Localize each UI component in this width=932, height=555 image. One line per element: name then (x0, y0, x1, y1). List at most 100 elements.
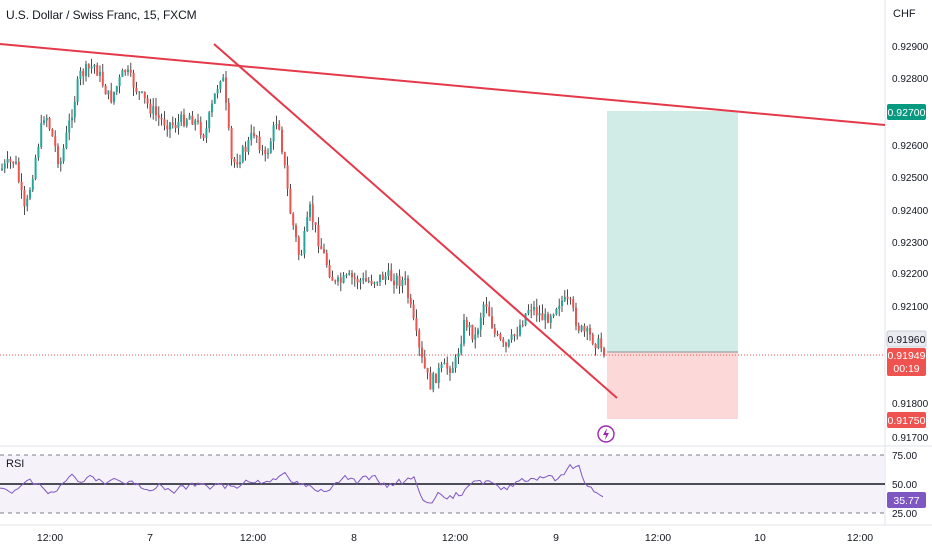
candle-body (415, 318, 418, 331)
candle-body (267, 153, 269, 155)
price-tick-label: 0.92600 (892, 141, 929, 152)
candle-body (34, 157, 37, 179)
candle-body (166, 125, 169, 130)
candle-body (149, 103, 152, 114)
candle-body (295, 225, 297, 238)
candle-body (376, 281, 379, 283)
candle-body (563, 296, 566, 301)
candle-body (513, 334, 516, 337)
candle-body (535, 306, 538, 316)
candle-body (493, 327, 496, 334)
candle-body (199, 121, 202, 136)
rsi-level-50: 50.00 (892, 480, 917, 491)
candle-body (62, 148, 65, 162)
descending-trendline-lower[interactable] (213, 43, 618, 399)
candle-body (93, 64, 96, 67)
candle-body (521, 325, 524, 327)
candle-body (379, 274, 381, 282)
candle-body (286, 165, 289, 189)
candle-body (281, 129, 283, 153)
price-tick-label: 0.92300 (892, 238, 929, 249)
candle-body (40, 123, 43, 147)
candle-body (488, 306, 491, 317)
candle-body (85, 64, 87, 77)
candle-body (597, 338, 600, 349)
candle-body (496, 333, 499, 335)
time-tick-label: 12:00 (645, 532, 671, 544)
candle-body (124, 70, 127, 73)
time-tick-label: 12:00 (847, 532, 873, 544)
candle-body (516, 335, 519, 337)
target-zone[interactable] (607, 111, 738, 352)
candle-body (390, 270, 393, 281)
candle-body (163, 119, 166, 126)
candle-body (589, 327, 591, 335)
candle-body (90, 66, 93, 69)
candle-body (191, 115, 194, 125)
candle-body (213, 93, 216, 104)
time-tick-label: 7 (147, 532, 153, 544)
candle-body (524, 313, 527, 326)
candle-body (309, 204, 311, 218)
candle-body (121, 70, 124, 78)
candle-body (499, 333, 502, 340)
candle-body (328, 264, 331, 277)
descending-trendline-upper[interactable] (0, 43, 886, 126)
candle-body (303, 231, 306, 255)
candle-body (31, 178, 34, 190)
candle-body (180, 114, 183, 122)
candle-body (261, 149, 264, 151)
candle-body (465, 319, 468, 328)
candle-body (45, 118, 48, 121)
candle-body (73, 101, 76, 118)
candle-body (395, 275, 398, 286)
rsi-pane[interactable]: 75.00 50.00 25.00 35.77 (0, 451, 926, 520)
candle-body (440, 364, 443, 368)
candle-body (463, 319, 465, 344)
candle-body (205, 128, 208, 138)
candle-body (96, 64, 99, 76)
candle-body (185, 119, 188, 126)
time-axis[interactable]: 12:00 7 12:00 8 12:00 9 12:00 10 12:00 (37, 532, 873, 544)
price-axis[interactable]: 0.92900 0.92800 0.92600 0.92500 0.92400 0.923… (892, 42, 929, 444)
candle-body (591, 334, 594, 345)
candle-body (572, 299, 575, 308)
candle-body (600, 338, 603, 349)
candle-body (451, 368, 454, 373)
candle-body (197, 120, 199, 122)
rsi-indicator-label[interactable]: RSI (6, 458, 25, 470)
candle-body (107, 90, 110, 95)
candle-body (331, 276, 334, 281)
candle-body (171, 122, 174, 126)
candle-body (51, 129, 54, 137)
event-marker-icon[interactable] (597, 425, 615, 443)
candle-body (365, 278, 367, 282)
candle-body (502, 339, 505, 343)
price-pane[interactable] (0, 0, 885, 445)
candle-body (264, 149, 267, 155)
candle-body (230, 128, 233, 160)
candle-body (412, 304, 415, 319)
stop-zone[interactable] (607, 352, 738, 419)
price-tick-label: 0.91800 (892, 399, 929, 410)
candle-body (423, 357, 426, 368)
candle-body (101, 71, 104, 86)
candle-body (421, 347, 423, 358)
candle-body (393, 280, 395, 286)
candle-body (586, 327, 589, 332)
candle-body (367, 280, 370, 282)
candle-body (544, 314, 547, 321)
candle-body (429, 372, 432, 390)
candle-body (362, 278, 365, 281)
candle-body (227, 102, 230, 129)
candle-body (387, 270, 390, 277)
candle-body (407, 278, 409, 298)
candle-body (505, 342, 507, 347)
symbol-title[interactable]: U.S. Dollar / Swiss Franc, 15, FXCM (6, 8, 197, 22)
candle-body (320, 246, 323, 250)
candle-body (177, 121, 180, 129)
candle-body (491, 316, 493, 328)
candle-body (555, 308, 558, 315)
